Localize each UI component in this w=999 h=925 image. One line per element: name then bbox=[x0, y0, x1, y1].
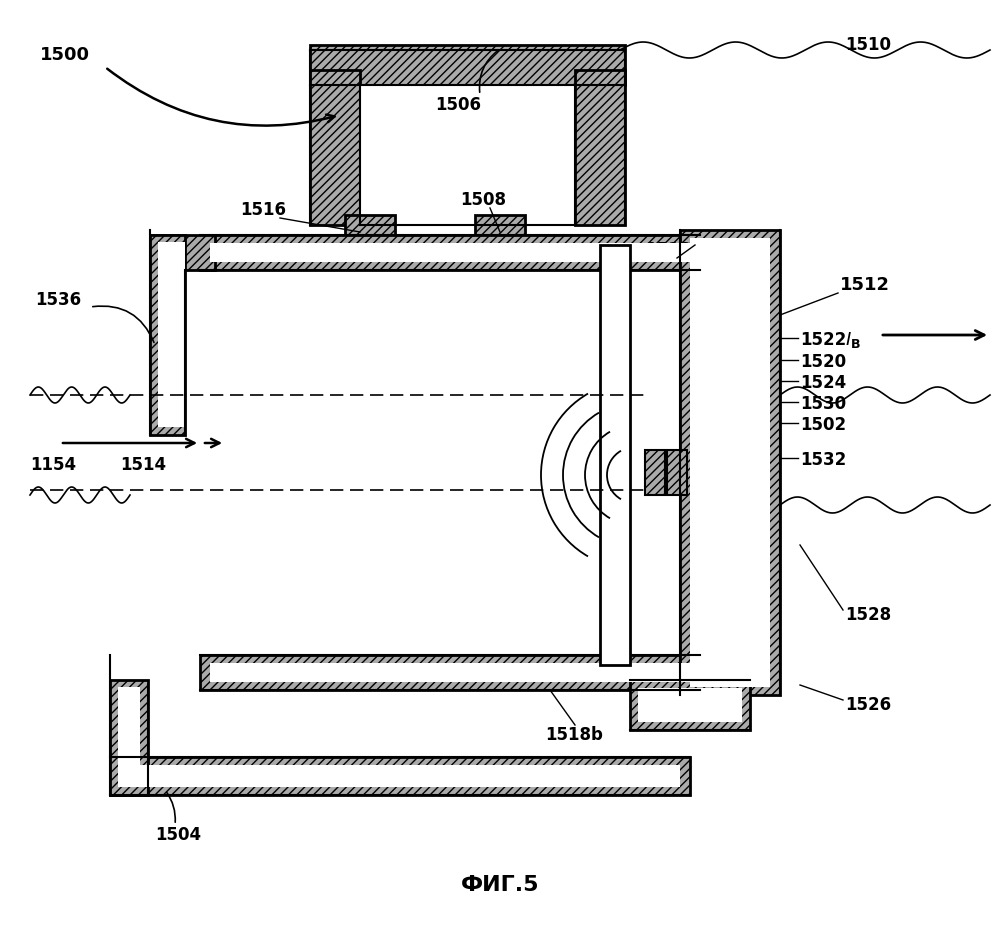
Bar bbox=[667, 450, 687, 495]
Text: 1518b: 1518b bbox=[545, 726, 602, 744]
Bar bbox=[120, 765, 680, 787]
Bar bbox=[645, 450, 665, 495]
Text: 1514: 1514 bbox=[120, 456, 166, 474]
Text: 1510: 1510 bbox=[845, 36, 891, 54]
Bar bbox=[150, 235, 185, 435]
Bar bbox=[110, 757, 690, 795]
Text: 1526: 1526 bbox=[845, 696, 891, 714]
Bar bbox=[575, 70, 625, 225]
Bar bbox=[150, 235, 215, 270]
Bar bbox=[690, 238, 770, 687]
Bar bbox=[118, 687, 140, 787]
Bar bbox=[630, 680, 750, 730]
Bar bbox=[200, 655, 700, 690]
Bar bbox=[600, 245, 630, 665]
Text: 1524: 1524 bbox=[800, 374, 846, 392]
Text: 1518a: 1518a bbox=[645, 241, 702, 259]
Text: 1502: 1502 bbox=[800, 416, 846, 434]
Text: 1520: 1520 bbox=[800, 353, 846, 371]
Text: 1500: 1500 bbox=[40, 46, 90, 64]
Bar bbox=[680, 230, 780, 695]
Bar bbox=[210, 663, 690, 682]
Text: 1532: 1532 bbox=[800, 451, 846, 469]
Bar bbox=[638, 688, 742, 722]
Text: $I_\mathbf{B}$: $I_\mathbf{B}$ bbox=[845, 330, 861, 350]
Text: ФИГ.5: ФИГ.5 bbox=[461, 875, 539, 895]
Bar bbox=[158, 242, 185, 427]
Text: 1536: 1536 bbox=[35, 291, 81, 309]
Bar bbox=[210, 243, 690, 262]
Bar bbox=[200, 235, 700, 270]
Text: 1506: 1506 bbox=[435, 96, 481, 114]
Bar bbox=[110, 680, 148, 795]
Text: 1154: 1154 bbox=[30, 456, 76, 474]
Bar bbox=[360, 85, 575, 225]
Text: 1530: 1530 bbox=[800, 395, 846, 413]
Text: 1508: 1508 bbox=[460, 191, 506, 209]
Text: 1522: 1522 bbox=[800, 331, 846, 349]
Bar bbox=[475, 215, 525, 245]
Text: 1528: 1528 bbox=[845, 606, 891, 624]
Bar bbox=[345, 215, 395, 245]
Bar bbox=[310, 70, 360, 225]
Bar bbox=[310, 45, 625, 85]
Text: 1504: 1504 bbox=[155, 826, 201, 844]
Text: 1516: 1516 bbox=[240, 201, 286, 219]
Text: 1512: 1512 bbox=[840, 276, 890, 294]
